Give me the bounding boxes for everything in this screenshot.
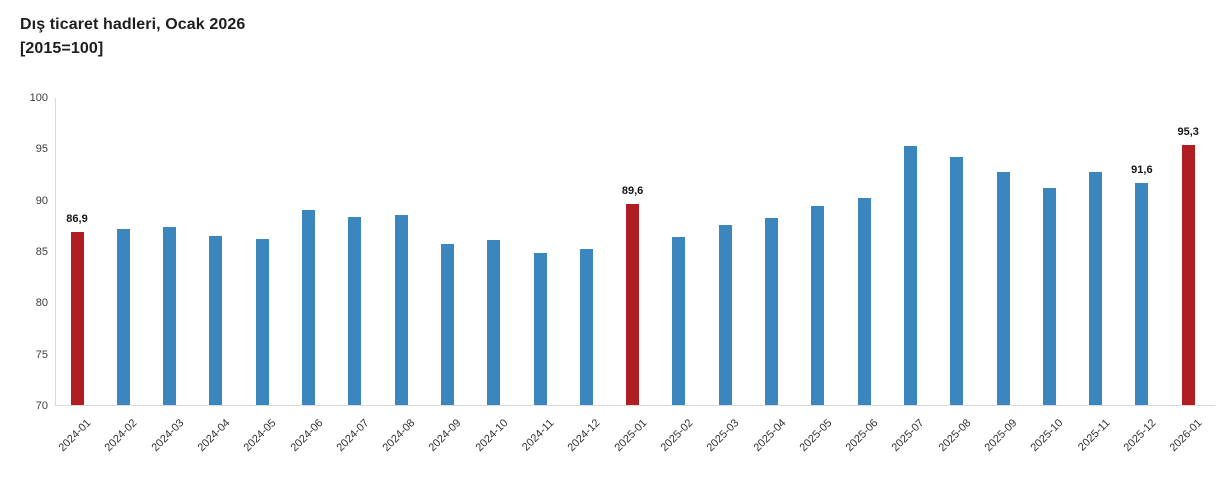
bar-2024-10[interactable]	[487, 239, 501, 405]
bar-2025-12[interactable]	[1135, 183, 1149, 405]
y-tick-label: 95	[35, 143, 48, 156]
x-tick-label-2024-06: 2024-06	[287, 417, 325, 455]
x-tick-label-2024-03: 2024-03	[149, 417, 187, 455]
x-tick-label-2026-01: 2026-01	[1167, 417, 1205, 455]
x-tick-label-2024-08: 2024-08	[380, 417, 418, 455]
bar-2024-12[interactable]	[579, 248, 593, 405]
x-tick-label-2025-04: 2025-04	[750, 417, 788, 455]
y-tick-label: 75	[35, 348, 48, 361]
x-tick-label-2024-01: 2024-01	[56, 417, 94, 455]
x-tick-label-2025-01: 2025-01	[612, 417, 650, 455]
bar-2025-07[interactable]	[903, 146, 917, 405]
bar-2024-06[interactable]	[302, 209, 315, 405]
y-tick-label: 85	[35, 246, 48, 258]
bar-2024-09[interactable]	[440, 243, 454, 405]
y-tick-label: 70	[35, 400, 48, 412]
x-tick-label-2024-09: 2024-09	[426, 417, 464, 455]
x-tick-label-2025-12: 2025-12	[1121, 417, 1159, 455]
bar-2025-01[interactable]	[626, 203, 640, 405]
bar-2025-10[interactable]	[1042, 188, 1056, 405]
bar-2025-06[interactable]	[857, 197, 871, 405]
bar-2025-11[interactable]	[1089, 171, 1103, 405]
bar-value-label-2025-12: 91,6	[1131, 164, 1153, 177]
bar-2024-05[interactable]	[255, 238, 269, 405]
x-tick-label-2024-10: 2024-10	[473, 417, 511, 455]
bar-2026-01[interactable]	[1181, 145, 1195, 405]
x-tick-label-2025-03: 2025-03	[704, 417, 742, 455]
bar-value-label-2024-01: 86,9	[66, 212, 88, 225]
x-axis-line	[55, 405, 1215, 406]
bar-2024-03[interactable]	[163, 227, 177, 405]
x-tick-label-2025-08: 2025-08	[936, 417, 974, 455]
chart-title: Dış ticaret hadleri, Ocak 2026	[20, 16, 246, 33]
bar-2024-02[interactable]	[116, 229, 130, 405]
x-tick-label-2025-09: 2025-09	[982, 417, 1020, 455]
x-tick-label-2025-02: 2025-02	[658, 417, 696, 455]
x-tick-label-2024-02: 2024-02	[102, 417, 140, 455]
y-tick-label: 80	[35, 297, 48, 310]
bar-2024-07[interactable]	[348, 217, 362, 405]
plot-area: 86,9 89,6 91,6 95,3	[55, 98, 1215, 406]
x-tick-label-2024-11: 2024-11	[520, 417, 557, 454]
bar-2024-08[interactable]	[394, 215, 408, 405]
x-tick-label-2024-05: 2024-05	[241, 417, 279, 455]
x-tick-label-2025-07: 2025-07	[889, 417, 927, 455]
bar-2024-11[interactable]	[533, 253, 547, 405]
x-tick-label-2025-05: 2025-05	[797, 417, 835, 455]
bar-2025-02[interactable]	[672, 236, 686, 405]
x-tick-label-2025-11: 2025-11	[1075, 417, 1113, 454]
bar-2024-01[interactable]	[70, 231, 84, 405]
y-axis-line	[55, 98, 56, 406]
y-tick-label: 90	[35, 194, 48, 207]
bar-2024-04[interactable]	[209, 235, 223, 405]
bar-value-label-2025-01: 89,6	[621, 184, 644, 197]
x-tick-label-2025-06: 2025-06	[843, 417, 881, 455]
x-tick-label-2024-04: 2024-04	[195, 417, 233, 455]
x-tick-label-2024-12: 2024-12	[565, 417, 603, 455]
chart-subtitle: [2015=100]	[20, 40, 104, 57]
x-tick-label-2024-07: 2024-07	[334, 417, 372, 455]
bar-2025-05[interactable]	[811, 205, 825, 405]
bar-value-label-2026-01: 95,3	[1177, 126, 1199, 139]
x-tick-label-2025-10: 2025-10	[1028, 417, 1066, 455]
bar-2025-03[interactable]	[718, 225, 732, 405]
bar-2025-08[interactable]	[950, 156, 964, 405]
bar-2025-09[interactable]	[996, 171, 1010, 405]
bar-2025-04[interactable]	[765, 218, 778, 405]
y-tick-label: 100	[29, 92, 48, 104]
